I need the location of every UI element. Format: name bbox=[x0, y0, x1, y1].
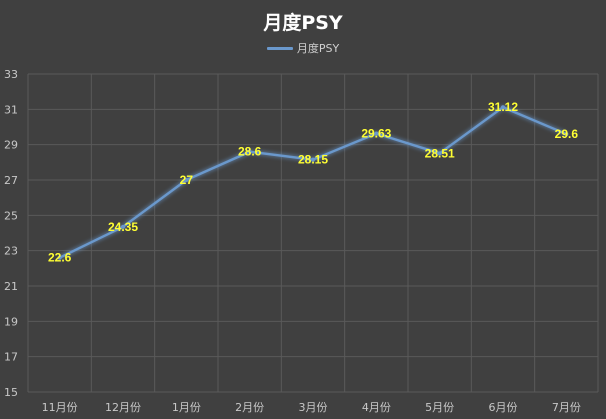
x-tick-label: 4月份 bbox=[362, 401, 391, 414]
y-tick-label: 23 bbox=[4, 245, 18, 258]
data-label: 28.15 bbox=[298, 153, 328, 167]
y-tick-label: 15 bbox=[4, 386, 18, 399]
data-point[interactable] bbox=[437, 151, 442, 156]
x-tick-label: 7月份 bbox=[552, 401, 581, 414]
y-tick-label: 31 bbox=[4, 103, 18, 116]
data-label: 28.51 bbox=[425, 146, 455, 160]
legend-label: 月度PSY bbox=[296, 42, 340, 55]
data-label: 29.6 bbox=[555, 127, 579, 141]
y-tick-label: 21 bbox=[4, 280, 18, 293]
x-tick-label: 6月份 bbox=[489, 401, 518, 414]
data-label: 31.12 bbox=[488, 100, 518, 114]
y-tick-label: 27 bbox=[4, 174, 18, 187]
y-tick-label: 17 bbox=[4, 351, 18, 364]
legend-swatch bbox=[266, 46, 293, 50]
axis-layer: 15 17 19 21 23 25 27 29 31 33 11月份 12月份 1月份 2月份 3月份 4月份… bbox=[4, 68, 581, 414]
chart-title: 月度PSY bbox=[263, 12, 343, 34]
data-label: 29.63 bbox=[361, 127, 391, 141]
data-label: 28.6 bbox=[238, 145, 262, 159]
data-point[interactable] bbox=[57, 255, 62, 260]
data-point[interactable] bbox=[564, 132, 569, 137]
y-tick-label: 25 bbox=[4, 209, 18, 222]
x-tick-label: 3月份 bbox=[299, 401, 328, 414]
y-tick-label: 33 bbox=[4, 68, 18, 81]
data-point[interactable] bbox=[184, 178, 189, 182]
data-label: 24.35 bbox=[108, 220, 138, 234]
grid-layer bbox=[27, 73, 599, 393]
legend[interactable]: 月度PSY bbox=[0, 40, 606, 56]
x-tick-label: 2月份 bbox=[235, 401, 264, 414]
data-label: 22.6 bbox=[48, 251, 72, 265]
data-point[interactable] bbox=[247, 149, 252, 154]
x-tick-label: 11月份 bbox=[42, 401, 78, 414]
data-point[interactable] bbox=[501, 105, 505, 110]
data-point[interactable] bbox=[374, 131, 379, 136]
label-layer: 22.6 24.35 27 28.6 28.15 29.63 28.51 31.12 29.6 bbox=[48, 100, 578, 265]
data-point[interactable] bbox=[311, 157, 315, 162]
x-tick-label: 12月份 bbox=[105, 401, 141, 414]
series-line[interactable] bbox=[59, 106, 567, 259]
y-tick-label: 19 bbox=[4, 315, 18, 328]
x-tick-label: 5月份 bbox=[425, 401, 454, 414]
series-layer bbox=[57, 105, 569, 260]
y-tick-label: 29 bbox=[4, 139, 18, 152]
data-point[interactable] bbox=[121, 224, 125, 229]
x-tick-label: 1月份 bbox=[172, 401, 201, 414]
data-label: 27 bbox=[180, 173, 194, 187]
